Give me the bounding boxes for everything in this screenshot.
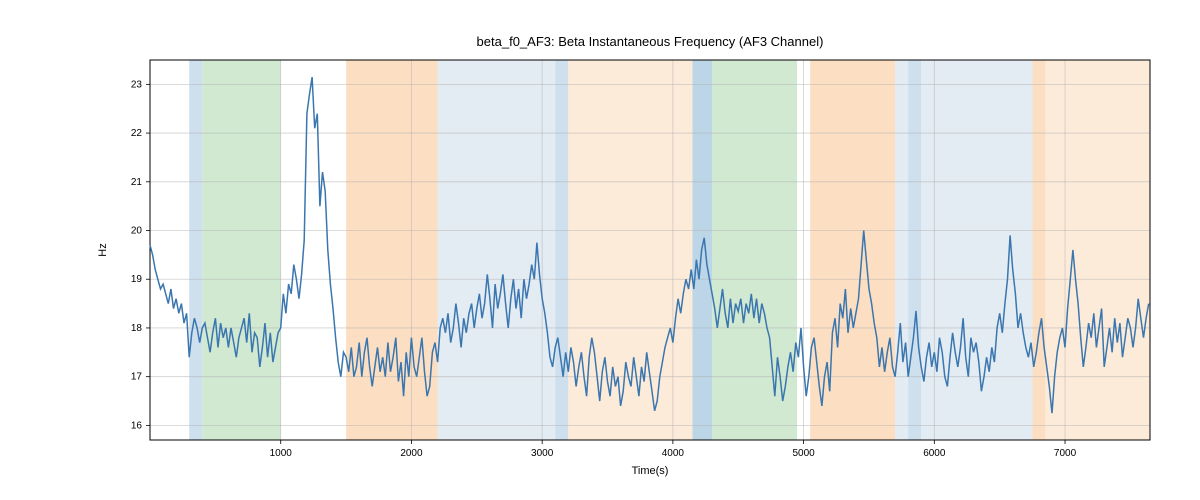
highlight-band	[1045, 60, 1150, 440]
x-tick-label: 7000	[1054, 448, 1077, 459]
y-tick-label: 19	[131, 274, 143, 285]
highlight-band	[1032, 60, 1045, 440]
highlight-band	[189, 60, 202, 440]
y-tick-label: 22	[131, 128, 143, 139]
x-tick-label: 1000	[270, 448, 293, 459]
y-axis-label: Hz	[97, 243, 109, 256]
x-axis-label: Time(s)	[632, 465, 669, 477]
x-tick-label: 5000	[792, 448, 815, 459]
y-tick-label: 20	[131, 226, 143, 237]
highlight-band	[921, 60, 1032, 440]
x-tick-label: 3000	[531, 448, 554, 459]
highlight-band	[346, 60, 438, 440]
line-chart: 1000 2000 3000 4000 5000 6000 7000 16 17 18 19 20 21…	[0, 0, 1200, 500]
chart-title: beta_f0_AF3: Beta Instantaneous Frequenc…	[477, 34, 824, 49]
y-tick-label: 23	[131, 79, 143, 90]
y-tick-label: 18	[131, 323, 143, 334]
background-bands	[189, 60, 1150, 440]
x-tick-label: 4000	[662, 448, 685, 459]
y-tick-label: 16	[131, 420, 143, 431]
highlight-band	[810, 60, 895, 440]
y-tick-label: 17	[131, 372, 143, 383]
chart-container: 1000 2000 3000 4000 5000 6000 7000 16 17 18 19 20 21…	[0, 0, 1200, 500]
highlight-band	[712, 60, 797, 440]
y-tick-label: 21	[131, 177, 143, 188]
x-tick-label: 2000	[400, 448, 423, 459]
highlight-band	[908, 60, 921, 440]
x-tick-label: 6000	[923, 448, 946, 459]
highlight-band	[202, 60, 280, 440]
highlight-band	[555, 60, 568, 440]
highlight-band	[895, 60, 908, 440]
